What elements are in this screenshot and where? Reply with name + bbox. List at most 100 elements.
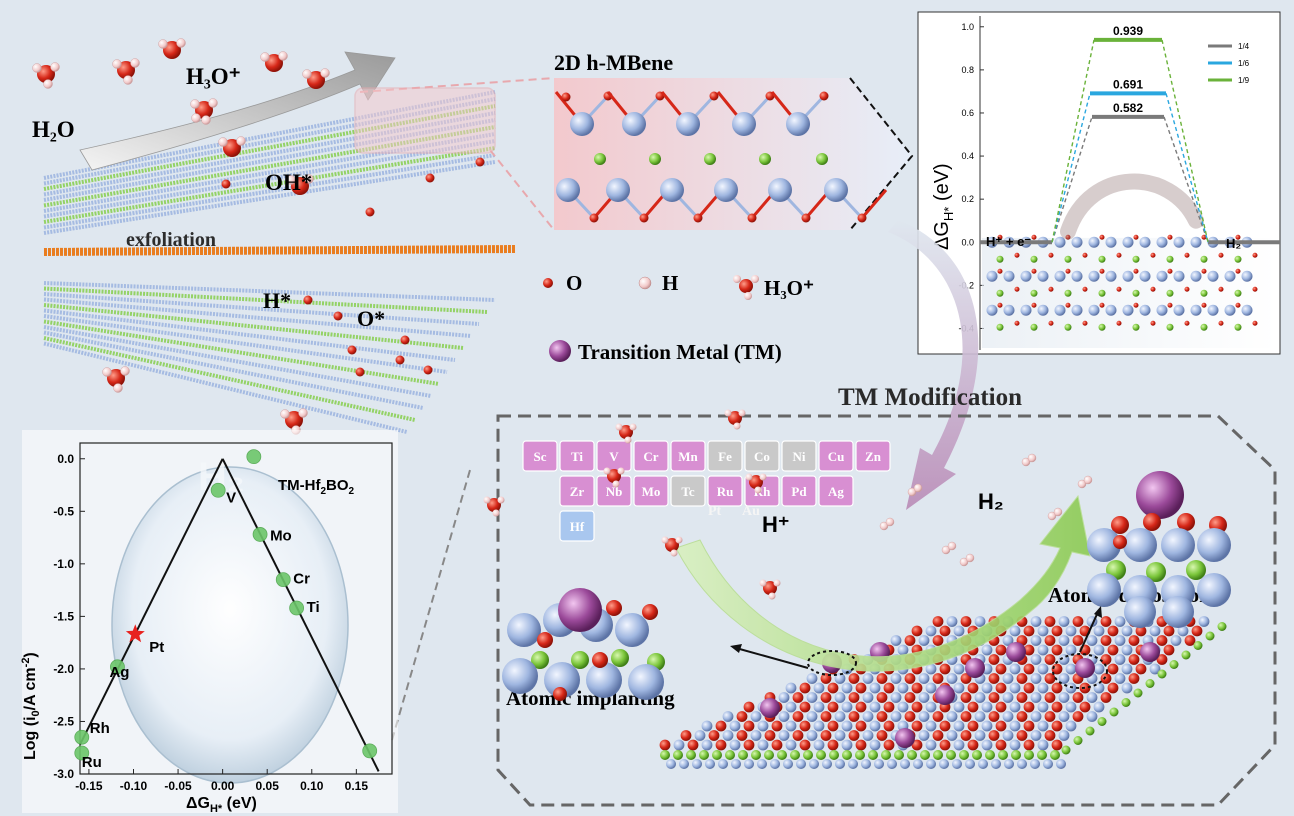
lattice-hafnium — [946, 673, 958, 684]
h-plus-label: H⁺ — [762, 512, 790, 537]
lattice-hafnium — [1058, 616, 1070, 627]
slab-hafnium — [1020, 270, 1032, 282]
lattice-oxygen — [1023, 739, 1035, 751]
transition-metal-atom — [760, 698, 780, 718]
cluster-boron — [571, 651, 589, 669]
edge-boron — [1037, 750, 1047, 760]
slab-boron — [996, 255, 1004, 263]
energy-right-label: H₂ — [1226, 236, 1241, 251]
lattice-oxygen — [995, 720, 1007, 732]
lattice-hafnium — [1198, 616, 1210, 627]
slab-oxygen — [1252, 286, 1258, 292]
slab-oxygen — [997, 268, 1003, 274]
cluster-oxygen — [1177, 513, 1195, 531]
slab-oxygen — [1099, 234, 1105, 240]
element-cu-symbol: Cu — [828, 449, 845, 464]
slab-hafnium — [1071, 236, 1083, 248]
edge-hafnium — [913, 759, 923, 769]
h2-atom — [913, 483, 923, 493]
molecule-oxygen — [728, 411, 742, 425]
water-hydrogen — [191, 113, 201, 123]
lattice-hafnium — [925, 663, 937, 675]
lattice-hafnium — [897, 644, 909, 656]
slab-hafnium — [1173, 236, 1185, 248]
h2-atom — [1047, 511, 1057, 521]
deposition-pointer-head — [1094, 606, 1102, 618]
slab-boron — [1098, 289, 1106, 297]
slab-hafnium — [1088, 304, 1100, 316]
lattice-oxygen — [820, 692, 832, 703]
element-zn-symbol: Zn — [865, 449, 882, 464]
lattice-oxygen — [799, 682, 811, 694]
slab-hafnium — [1054, 236, 1066, 248]
water-hydrogen — [113, 383, 123, 393]
water-hydrogen — [298, 408, 308, 418]
hafnium-atom — [570, 112, 594, 136]
lattice-oxygen — [995, 739, 1007, 751]
water-hydrogen — [320, 68, 330, 78]
lattice-hafnium — [869, 701, 881, 713]
lattice-hafnium — [925, 625, 937, 637]
lattice-oxygen — [736, 730, 748, 741]
volcano-left-branch — [79, 458, 224, 746]
lower-sheet — [43, 330, 424, 410]
lattice-oxygen — [995, 663, 1007, 675]
lattice-hafnium — [834, 673, 846, 684]
water-hydrogen — [102, 367, 112, 377]
edge-boron — [985, 750, 995, 760]
lattice-oxygen — [1135, 663, 1147, 675]
lattice-oxygen — [1023, 663, 1035, 675]
lattice-hafnium — [974, 711, 986, 722]
edge-hafnium — [783, 759, 793, 769]
hafnium-atom — [676, 112, 700, 136]
lattice-oxygen — [1023, 625, 1035, 637]
water-hydrogen — [286, 175, 296, 185]
level-value-label: 0.691 — [1113, 77, 1143, 91]
edge-boron — [1073, 736, 1083, 745]
edge-hafnium — [692, 759, 702, 769]
slab-hafnium — [1054, 304, 1066, 316]
edge-hafnium — [1004, 759, 1014, 769]
o-star-label: O* — [357, 306, 385, 331]
slab-hafnium — [1122, 270, 1134, 282]
slab-oxygen — [1167, 268, 1173, 274]
molecule-hydrogen — [724, 409, 732, 417]
lattice-oxygen — [1023, 644, 1035, 656]
lattice-oxygen — [967, 739, 979, 751]
lattice-oxygen — [932, 730, 944, 741]
edge-boron — [894, 750, 904, 760]
adsorbed-oxygen — [425, 173, 435, 183]
zoom-line-bottom — [489, 149, 555, 231]
lattice-oxygen — [659, 739, 671, 751]
slab-oxygen — [1133, 234, 1139, 240]
lattice-oxygen — [855, 739, 867, 751]
element-ni-symbol: Ni — [793, 449, 806, 464]
slab-oxygen — [1099, 268, 1105, 274]
slab-oxygen — [1048, 252, 1054, 258]
slab-oxygen — [1235, 234, 1241, 240]
edge-boron — [946, 750, 956, 760]
edge-hafnium — [731, 759, 741, 769]
energy-ytick-label: 0.6 — [961, 108, 974, 118]
h2-label: H₂ — [978, 489, 1004, 514]
lattice-oxygen — [1072, 616, 1084, 627]
cluster-hafnium — [1197, 573, 1231, 607]
lattice-hafnium — [1037, 739, 1049, 751]
slab-boron — [1064, 255, 1072, 263]
energy-ytick-label: 0.4 — [961, 151, 974, 161]
level-value-label: 0.939 — [1113, 24, 1143, 38]
lattice-hafnium — [1114, 635, 1126, 646]
slab-hafnium — [1241, 304, 1253, 316]
element-cr-symbol: Cr — [643, 449, 658, 464]
water-hydrogen — [176, 38, 186, 48]
water-hydrogen — [190, 99, 200, 109]
lattice-hafnium — [974, 730, 986, 741]
lattice-hafnium — [813, 739, 825, 751]
slab-oxygen — [1235, 302, 1241, 308]
element-fe-cell — [707, 440, 743, 472]
molecule-hydrogen — [629, 423, 637, 431]
lattice-oxygen — [1051, 644, 1063, 656]
element-mo-symbol: Mo — [642, 484, 661, 499]
lattice-hafnium — [1058, 692, 1070, 703]
upper-sheet — [43, 160, 496, 235]
